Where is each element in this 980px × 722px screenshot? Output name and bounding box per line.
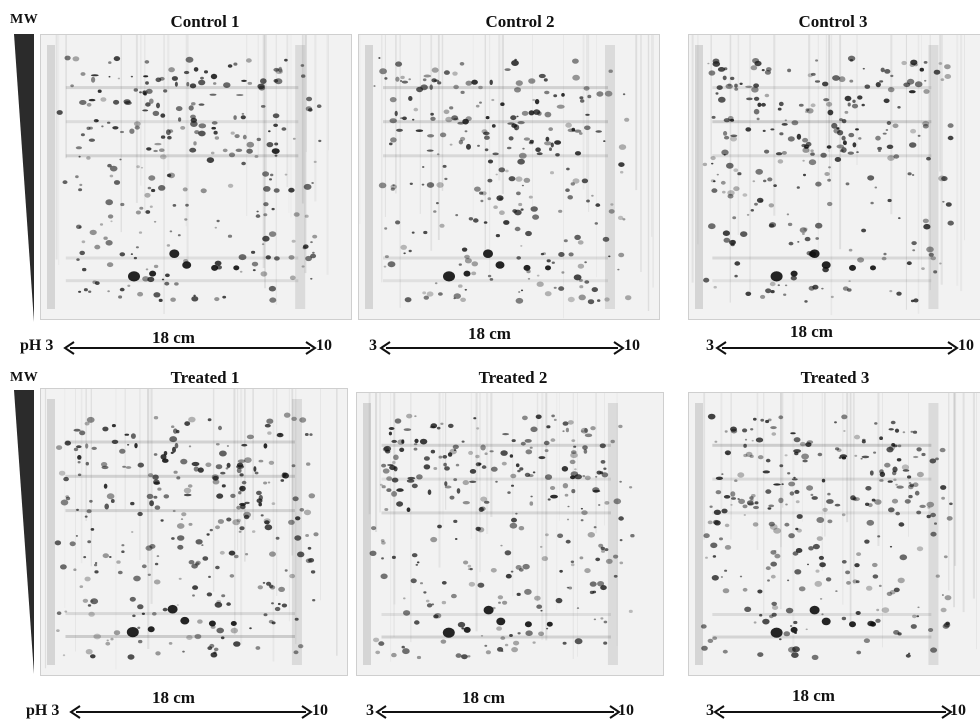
gel-texture [691,35,965,316]
gel-texture [363,393,635,665]
ph-arrow-treated-3 [713,705,953,719]
ph-axis-left-end-treated-1: pH 3 [26,702,60,719]
gel-length-treated-2: 18 cm [462,688,505,707]
ph-axis-left-end-treated-3: 3 [706,702,714,719]
mw-label-top: MW [10,12,39,27]
gel-length-control-1: 18 cm [152,328,195,347]
gel-texture [359,35,654,319]
ph-axis-right-end-control-1: 10 [316,337,332,354]
ph-arrow-control-1 [63,341,317,355]
gel-length-treated-3: 18 cm [792,686,835,705]
gel-length-treated-1: 18 cm [152,688,195,707]
gel-title-control-3: Control 3 [798,12,868,31]
gel-image-control-1 [40,34,352,320]
ph-arrow-treated-1 [69,705,313,719]
gel-title-treated-3: Treated 3 [800,368,870,387]
gel-texture [47,35,329,314]
gel-length-control-3: 18 cm [790,322,833,341]
mw-gradient-wedge-top [14,34,34,322]
ph-axis-left-end-treated-2: 3 [366,702,374,719]
gel-image-treated-1 [40,388,348,676]
ph-axis-right-end-control-3: 10 [958,337,974,354]
gel-image-treated-3 [688,392,980,676]
ph-axis-left-end-control-2: 3 [369,337,377,354]
mw-gradient-wedge-bottom [14,390,34,674]
ph-axis-left-end-control-1: pH 3 [20,337,54,354]
ph-axis-right-end-treated-3: 10 [950,702,966,719]
gel-title-control-2: Control 2 [485,12,555,31]
ph-axis-right-end-control-2: 10 [624,337,640,354]
gel-texture [44,389,338,670]
gel-title-control-1: Control 1 [170,12,240,31]
gel-length-control-2: 18 cm [468,324,511,343]
gel-image-control-2 [358,34,660,320]
ph-axis-right-end-treated-2: 10 [618,702,634,719]
gel-title-treated-2: Treated 2 [478,368,548,387]
ph-arrow-treated-2 [375,705,621,719]
gel-image-control-3 [688,34,980,320]
ph-axis-right-end-treated-1: 10 [312,702,328,719]
ph-axis-left-end-control-3: 3 [706,337,714,354]
ph-arrow-control-3 [715,341,959,355]
gel-title-treated-1: Treated 1 [170,368,240,387]
gel-image-treated-2 [356,392,664,676]
mw-label-bottom: MW [10,370,39,385]
ph-arrow-control-2 [379,341,625,355]
gel-texture [695,393,977,665]
